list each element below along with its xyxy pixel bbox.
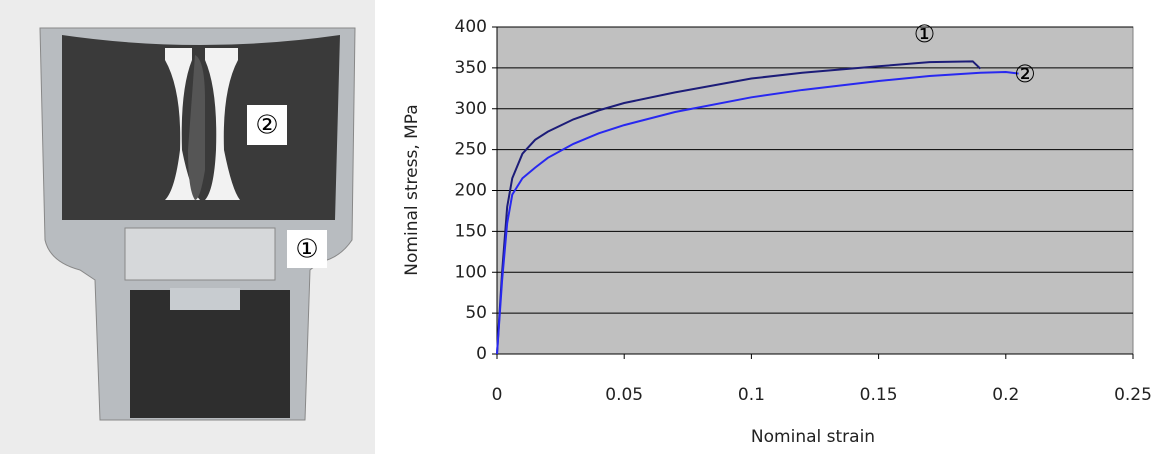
label-box	[287, 230, 327, 268]
y-axis-title: Nominal stress, MPa	[402, 104, 422, 275]
y-tick-label: 0	[476, 344, 487, 364]
lower-pocket	[130, 290, 290, 418]
line-series	[496, 70, 1019, 355]
y-tick-label: 200	[455, 181, 487, 201]
y-tick-label: 150	[455, 221, 487, 241]
specimen	[188, 55, 205, 200]
line-series	[496, 60, 982, 355]
chart: Nominal strain Nominal stress, MPa 0 50 10…	[402, 17, 1152, 447]
annotation: ②	[1014, 60, 1036, 88]
x-tick-label: 0.15	[860, 385, 898, 405]
y-tick-label: 350	[455, 58, 487, 78]
photo: ② ①	[0, 0, 375, 454]
y-tick-label: 250	[455, 140, 487, 160]
lower-tab	[170, 288, 240, 310]
y-tick-label: 300	[455, 99, 487, 119]
x-tick-label: 0.2	[992, 385, 1019, 405]
x-tick-label: 0.25	[1114, 385, 1152, 405]
x-axis-title: Nominal strain	[751, 427, 875, 447]
specimen-bar	[124, 227, 276, 281]
annotation: ①	[914, 20, 936, 48]
x-tick-label: 0	[492, 385, 503, 405]
y-tick-label: 50	[465, 303, 487, 323]
y-tick-label: 400	[455, 17, 487, 37]
photo-label: ②	[255, 111, 278, 141]
specimen-slot	[165, 48, 200, 200]
x-tick-label: 0.05	[605, 385, 643, 405]
specimen-slot	[205, 48, 240, 200]
photo-label: ①	[295, 235, 318, 265]
label-box	[247, 105, 287, 145]
y-tick-label: 100	[455, 262, 487, 282]
x-tick-label: 0.1	[738, 385, 765, 405]
